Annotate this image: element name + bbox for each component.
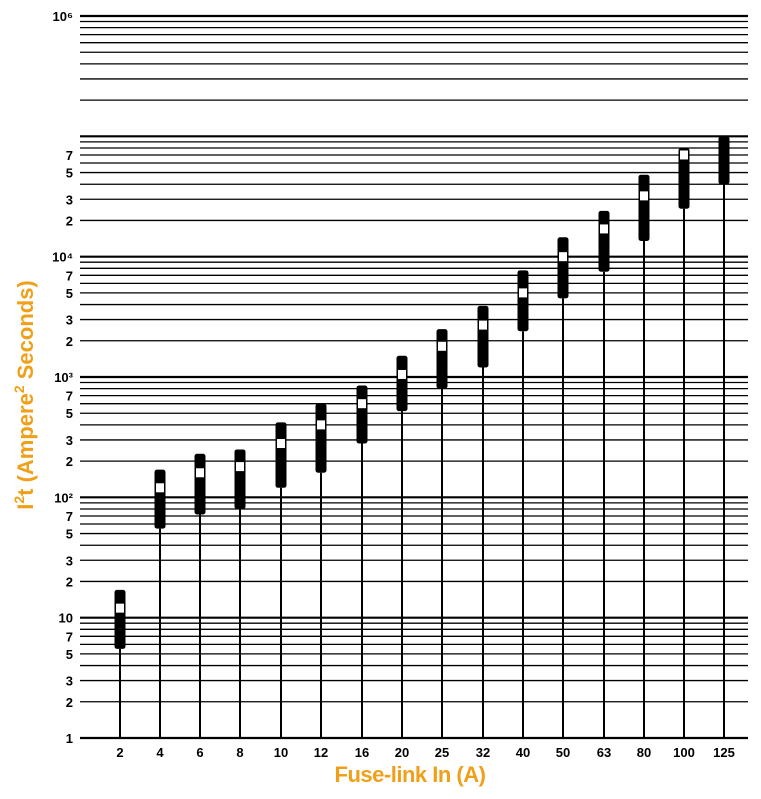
range-marker [519, 288, 527, 298]
y-tick-label: 10 [59, 611, 73, 626]
range-bar [114, 589, 126, 649]
x-tick-label: 6 [196, 745, 203, 760]
range-bar [678, 147, 690, 209]
range-marker [317, 420, 325, 430]
y-tick-label: 2 [66, 574, 73, 589]
x-tick-label: 12 [314, 745, 328, 760]
x-tick-label: 8 [236, 745, 243, 760]
range-marker [116, 603, 124, 613]
x-tick-label: 25 [435, 745, 449, 760]
range-bar [718, 136, 730, 185]
range-bar [234, 449, 246, 509]
range-marker [680, 150, 688, 160]
y-tick-label: 10² [54, 490, 73, 505]
x-tick-label: 100 [673, 745, 695, 760]
y-tick-label: 7 [66, 389, 73, 404]
x-axis-title: Fuse-link In (A) [334, 762, 486, 787]
range-bar [396, 355, 408, 412]
x-tick-label: 2 [116, 745, 123, 760]
y-tick-label: 7 [66, 509, 73, 524]
range-bar [275, 422, 287, 488]
range-bar [356, 385, 368, 444]
y-tick-label: 5 [66, 527, 73, 542]
stems [119, 184, 725, 738]
y-tick-label: 10³ [54, 370, 73, 385]
range-bar [477, 305, 489, 368]
y-tick-label: 3 [66, 553, 73, 568]
x-tick-label: 40 [516, 745, 530, 760]
y-tick-label: 2 [66, 213, 73, 228]
y-tick-label: 3 [66, 313, 73, 328]
y-axis-title-mid: t (Ampere [13, 393, 38, 496]
y-axis-title-sup2: 2 [11, 385, 27, 393]
y-tick-label: 5 [66, 647, 73, 662]
x-tick-labels: 2 4 6 8 10 12 16 20 25 32 40 50 63 80 100 125 [116, 745, 734, 760]
y-axis-title: I2t (Ampere2 Seconds) [11, 280, 38, 510]
x-tick-label: 63 [597, 745, 611, 760]
y-tick-label: 5 [66, 286, 73, 301]
range-bar [638, 174, 650, 241]
range-marker [156, 483, 164, 493]
range-marker [640, 191, 648, 201]
y-tick-label: 7 [66, 268, 73, 283]
gridlines [80, 14, 748, 740]
x-tick-label: 50 [556, 745, 570, 760]
x-tick-label: 16 [355, 745, 369, 760]
x-tick-label: 20 [395, 745, 409, 760]
range-bar [598, 210, 610, 272]
x-tick-label: 125 [713, 745, 735, 760]
range-marker [236, 462, 244, 472]
x-tick-label: 32 [476, 745, 490, 760]
y-tick-label: 2 [66, 334, 73, 349]
range-bar [436, 329, 448, 389]
y-tick-label: 3 [66, 192, 73, 207]
y-tick-label: 10⁴ [52, 250, 73, 265]
y-tick-label: 7 [66, 629, 73, 644]
x-tick-label: 10 [274, 745, 288, 760]
range-bars [114, 136, 730, 649]
y-tick-label: 2 [66, 454, 73, 469]
y-tick-label: 3 [66, 674, 73, 689]
range-bar [315, 403, 327, 473]
y-tick-label: 2 [66, 695, 73, 710]
y-tick-label: 5 [66, 406, 73, 421]
x-tick-label: 80 [637, 745, 651, 760]
range-marker [438, 341, 446, 351]
x-tick-label: 4 [156, 745, 164, 760]
range-marker [398, 369, 406, 379]
y-axis-title-sup1: 2 [11, 496, 27, 504]
y-tick-label: 1 [66, 731, 73, 746]
range-bar [154, 469, 166, 529]
y-tick-label: 10⁶ [53, 9, 73, 24]
y-axis-title-base: I [13, 504, 38, 510]
y-tick-label: 5 [66, 166, 73, 181]
range-marker [559, 252, 567, 262]
range-marker [277, 439, 285, 449]
range-marker [479, 320, 487, 330]
range-marker [196, 468, 204, 478]
y-tick-labels: 1 2 3 5 7 10 2 3 5 7 10² 2 3 5 7 10³ 2 3 5 7 10⁴ 2 3 5 7 10⁶ [52, 9, 74, 746]
y-tick-label: 3 [66, 433, 73, 448]
range-marker [600, 224, 608, 234]
range-bar [194, 453, 206, 515]
range-marker [358, 399, 366, 409]
y-axis-title-end: Seconds) [13, 280, 38, 385]
range-bar [517, 270, 529, 332]
range-bar [557, 237, 569, 299]
y-tick-label: 7 [66, 148, 73, 163]
